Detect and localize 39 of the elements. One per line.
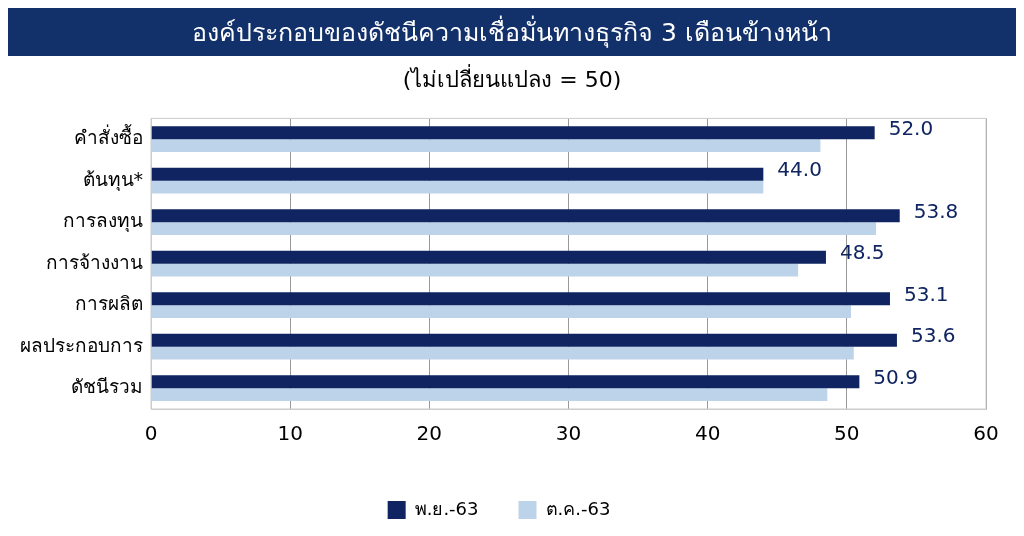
- data-label: 53.6: [910, 323, 956, 348]
- bar: [151, 292, 890, 306]
- y-tick-label: ผลประกอบการ: [20, 333, 143, 356]
- y-tick-label: คำสั่งซื้อ: [74, 124, 143, 149]
- legend-label: พ.ย.-63: [414, 497, 479, 519]
- legend-label: ต.ค.-63: [545, 497, 611, 519]
- bar: [151, 126, 875, 140]
- bar: [151, 250, 826, 264]
- x-tick-label: 30: [555, 421, 582, 446]
- x-tick-label: 10: [277, 421, 303, 446]
- y-tick-label: ต้นทุน*: [82, 167, 143, 192]
- x-tick-label: 50: [834, 421, 860, 446]
- chart-title: องค์ประกอบของดัชนีความเชื่อมั่นทางธุรกิจ 3 เดือนข้างหน้า: [8, 8, 1016, 56]
- data-label: 44.0: [777, 157, 822, 182]
- bar: [151, 305, 852, 319]
- data-label: 52.0: [888, 115, 934, 140]
- y-tick-label: ดัชนีรวม: [71, 375, 143, 398]
- bar: [151, 167, 764, 181]
- x-tick-label: 0: [144, 421, 158, 446]
- x-tick-label: 20: [416, 421, 443, 446]
- bar: [151, 209, 900, 223]
- data-label: 53.1: [903, 281, 949, 306]
- chart-subtitle: (ไม่เปลี่ยนแปลง = 50): [401, 63, 623, 94]
- bar: [151, 375, 860, 389]
- bar: [151, 263, 799, 277]
- y-tick-label: การลงทุน: [63, 209, 143, 234]
- bar: [151, 180, 764, 194]
- y-tick-label: การผลิต: [75, 292, 143, 315]
- data-label: 50.9: [873, 365, 918, 390]
- bar: [151, 222, 877, 236]
- bar: [151, 139, 821, 153]
- bar: [151, 346, 854, 360]
- x-tick-label: 60: [973, 421, 999, 446]
- data-label: 53.8: [913, 198, 959, 223]
- y-tick-label: การจ้างงาน: [46, 250, 143, 273]
- bar: [151, 388, 828, 402]
- x-tick-label: 40: [694, 421, 721, 446]
- data-label: 48.5: [839, 240, 885, 265]
- bar: [151, 333, 897, 347]
